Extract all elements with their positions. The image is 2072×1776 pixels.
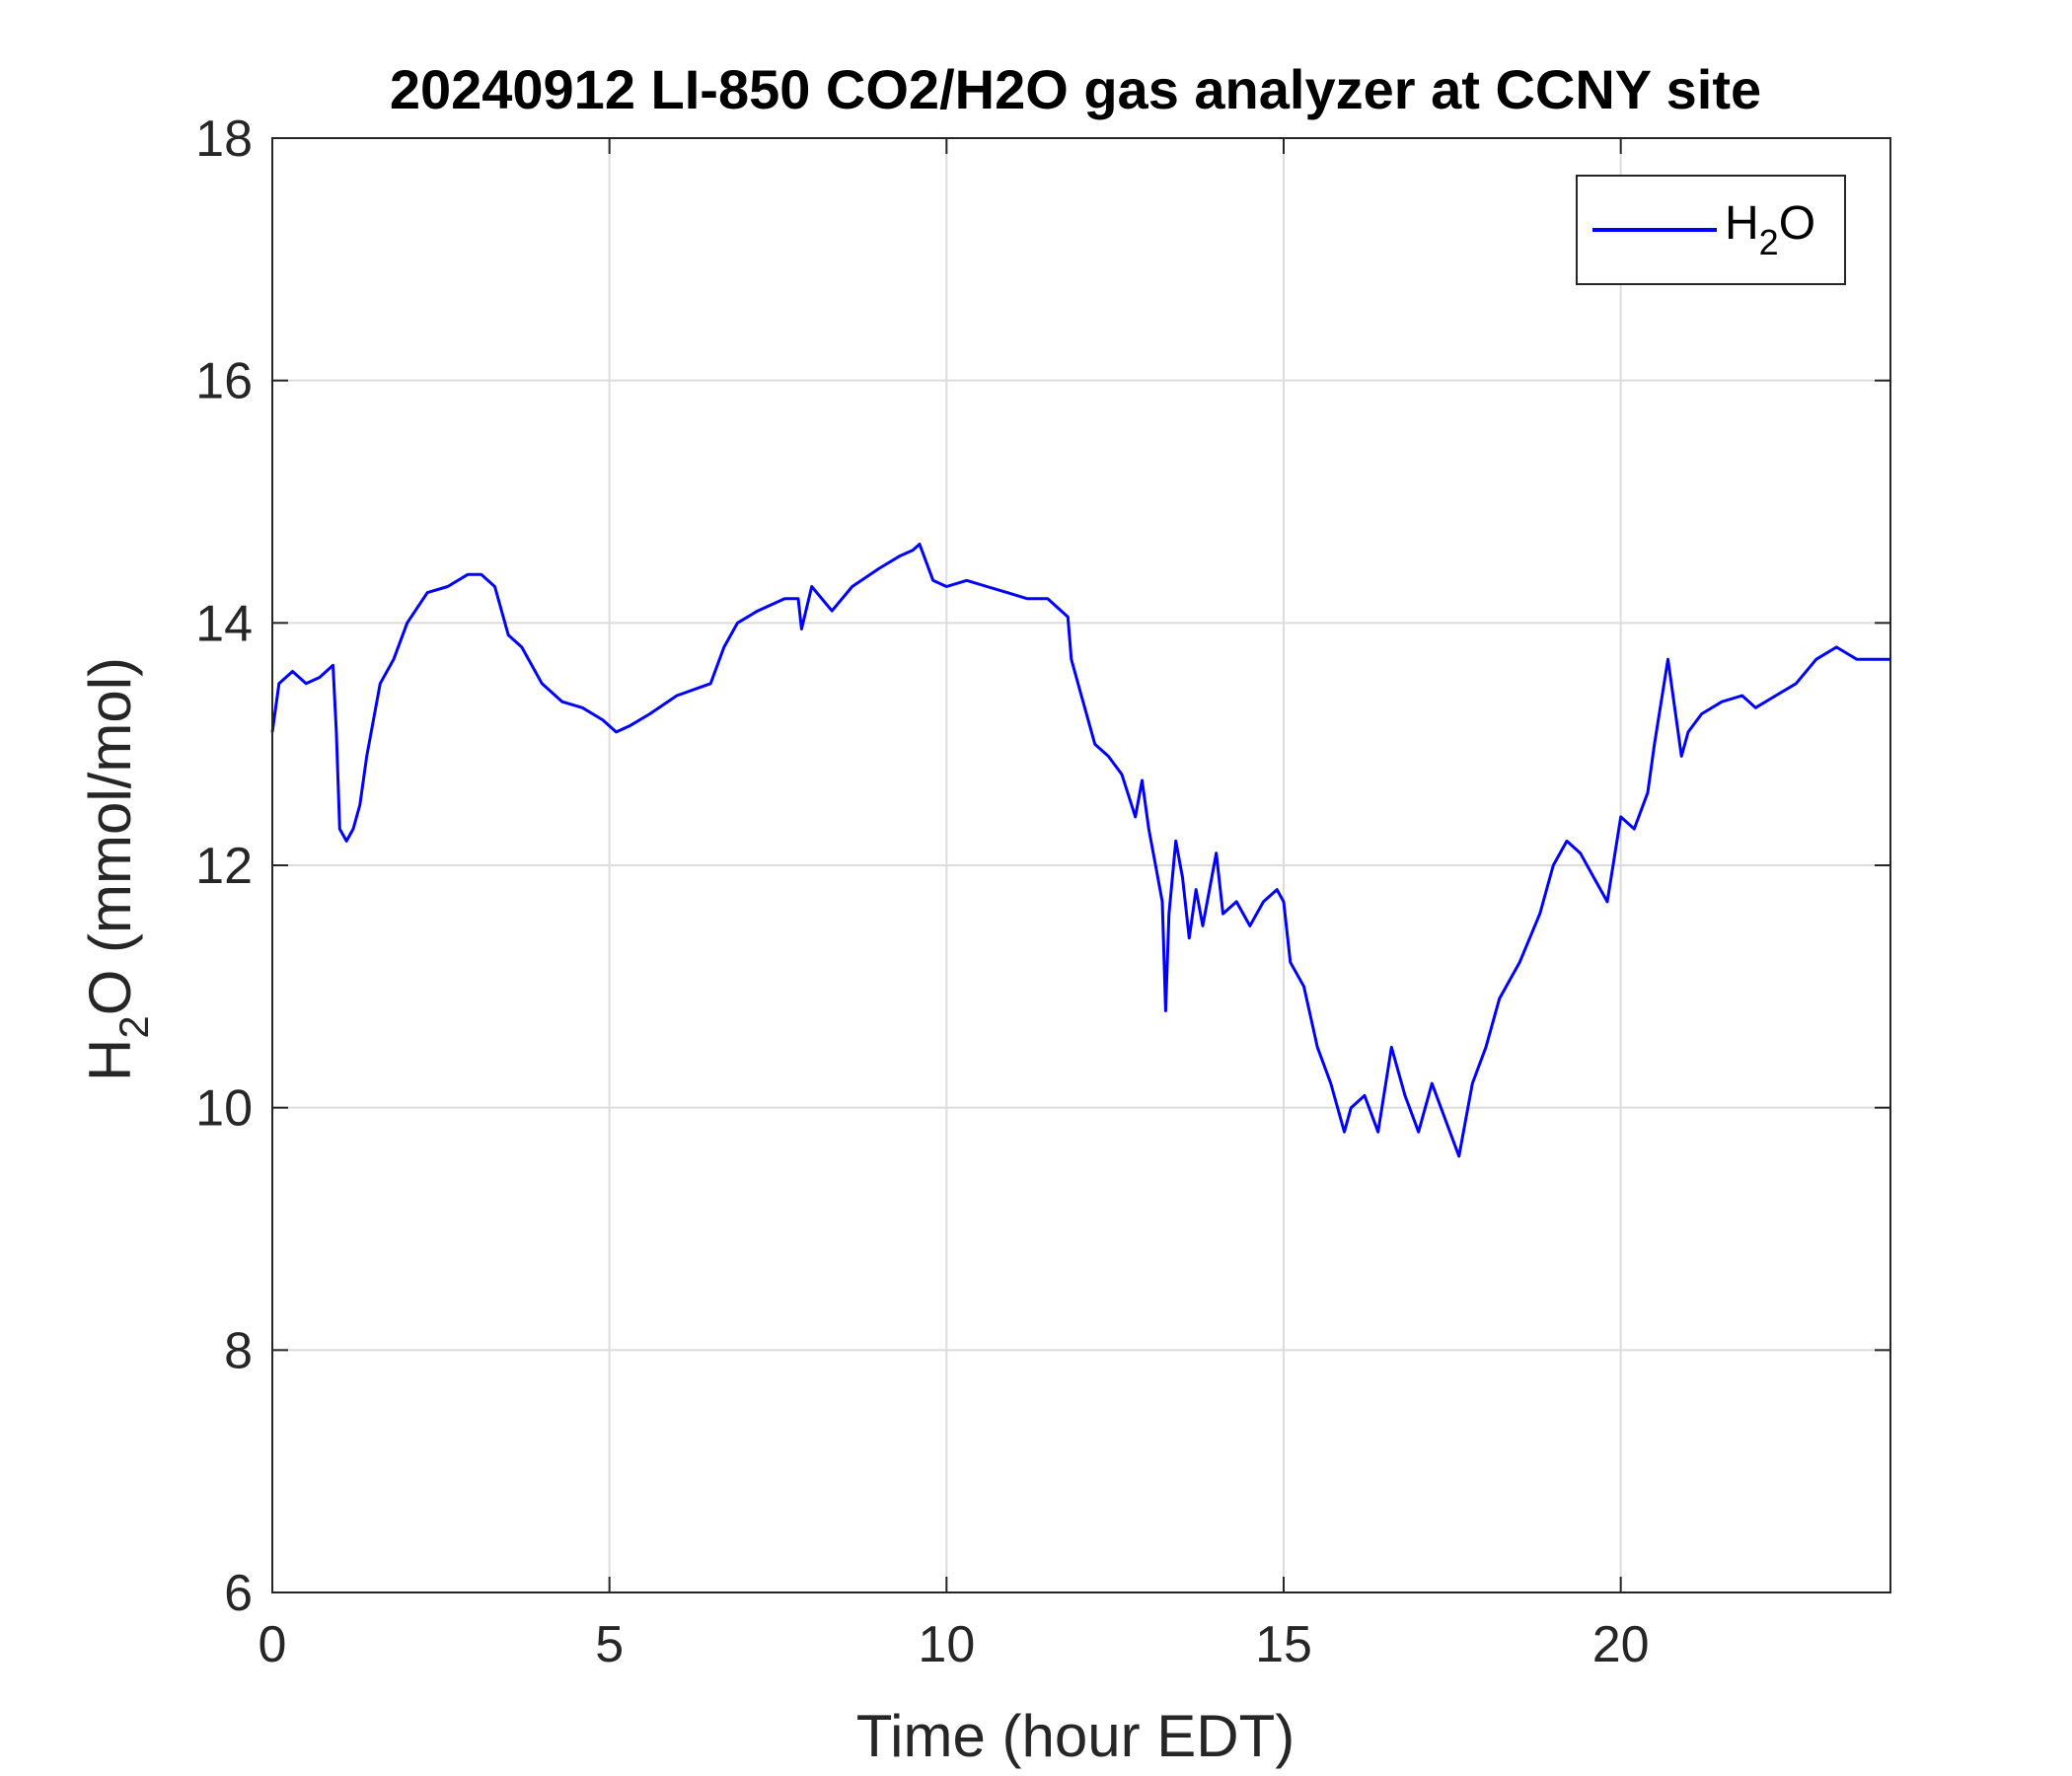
y-axis-label-rest: O (mmol/mol) [77, 657, 143, 1015]
legend-entry-rest: O [1779, 197, 1815, 250]
x-tick-label: 0 [259, 1616, 287, 1673]
chart-title: 20240912 LI-850 CO2/H2O gas analyzer at … [390, 58, 1761, 120]
y-tick-label: 12 [195, 838, 253, 895]
y-tick-label: 6 [224, 1565, 253, 1622]
y-tick-label: 18 [195, 111, 253, 168]
legend: H2O [1576, 175, 1846, 285]
grid [272, 138, 1890, 1592]
legend-entry-main: H [1725, 197, 1759, 250]
series-line-h2o [270, 543, 1890, 1158]
x-tick-label: 10 [918, 1616, 975, 1673]
y-tick-label: 10 [195, 1080, 253, 1138]
x-axis-label: Time (hour EDT) [856, 1703, 1295, 1769]
y-tick-label: 8 [224, 1322, 253, 1379]
legend-entry-label: H2O [1725, 197, 1815, 262]
y-axis-label-main: H [77, 1039, 143, 1081]
y-axis-label: H2O (mmol/mol) [77, 657, 157, 1081]
series-layer [270, 543, 1890, 1158]
legend-entry-subscript: 2 [1759, 222, 1779, 262]
x-tick-label: 15 [1255, 1616, 1312, 1673]
x-tick-label: 20 [1592, 1616, 1650, 1673]
y-axis-label-subscript: 2 [111, 1015, 157, 1038]
y-tick-label: 14 [195, 595, 253, 652]
x-tick-label: 5 [595, 1616, 624, 1673]
y-tick-label: 16 [195, 353, 253, 410]
ticks: 0 5 10 15 20 6 8 10 12 14 16 18 [195, 111, 1890, 1673]
